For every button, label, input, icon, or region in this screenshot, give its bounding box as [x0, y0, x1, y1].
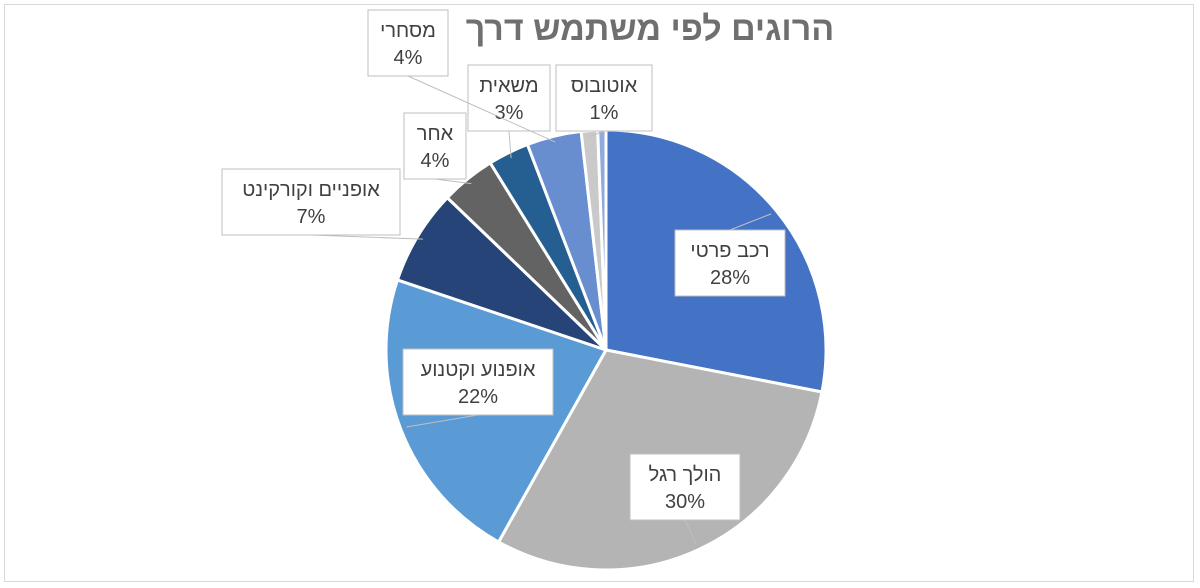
data-label-category: אופנוע וקטנוע: [421, 359, 536, 381]
data-label-box: [403, 112, 467, 180]
data-label-box: [674, 229, 786, 297]
data-label-percent: 4%: [394, 47, 423, 69]
leader-line: [406, 414, 479, 428]
data-label-category: הולך רגל: [649, 464, 722, 486]
data-label-percent: 4%: [421, 150, 450, 172]
data-label-box: [467, 64, 551, 132]
data-label-percent: 7%: [297, 206, 326, 228]
data-label-callout: משאית 3%: [467, 64, 551, 159]
data-label-callout: מסחרי 4%: [367, 9, 556, 143]
leader-line: [684, 519, 697, 545]
data-label-box: [402, 348, 554, 416]
data-label-category: רכב פרטי: [690, 240, 769, 262]
data-label-category: אחר: [417, 123, 454, 145]
data-label-callout: אופניים וקורקינט 7%: [221, 168, 424, 240]
data-label-percent: 3%: [495, 102, 524, 124]
leader-line: [589, 130, 605, 138]
chart-title: הרוגים לפי משתמש דרך: [465, 10, 835, 48]
data-label-category: משאית: [479, 75, 538, 97]
data-label-callout: רכב פרטי 28%: [674, 213, 786, 297]
data-label-callout: אחר 4%: [403, 112, 472, 185]
leader-line: [310, 234, 424, 240]
data-label-percent: 30%: [665, 491, 705, 513]
data-label-category: מסחרי: [380, 20, 436, 42]
data-label-callout: אופנוע וקטנוע 22%: [402, 348, 554, 428]
data-label-box: [629, 453, 741, 521]
leader-line: [508, 130, 512, 159]
data-label-box: [555, 64, 653, 132]
data-label-percent: 22%: [458, 386, 498, 408]
data-label-callout: אוטובוס 1%: [555, 64, 653, 138]
data-label-percent: 28%: [710, 267, 750, 289]
data-label-percent: 1%: [590, 102, 619, 124]
data-label-box: [367, 9, 449, 77]
data-label-box: [221, 168, 401, 236]
leader-line: [407, 75, 556, 143]
data-label-callout: הולך רגל 30%: [629, 453, 741, 545]
data-label-category: אופניים וקורקינט: [242, 179, 380, 201]
leader-line: [729, 213, 772, 231]
data-label-category: אוטובוס: [571, 75, 638, 97]
leader-line: [434, 178, 472, 185]
